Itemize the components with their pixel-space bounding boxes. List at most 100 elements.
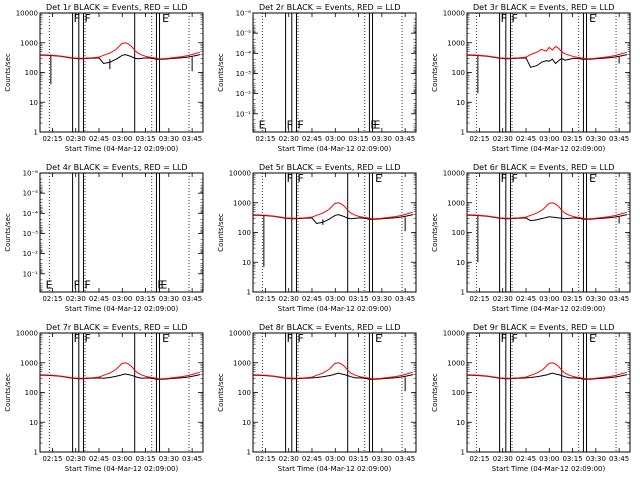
panel-9: Det 9r BLACK = Events, RED = LLD Counts/s… <box>431 323 631 473</box>
y-tick-label: 100 <box>25 69 38 77</box>
x-tick-label: 03:00 <box>112 135 132 143</box>
x-tick-label: 02:30 <box>279 455 299 463</box>
plot-frame <box>252 332 417 453</box>
y-tick-label: 10⁻⁵ <box>23 190 39 198</box>
y-tick-label: 1000 <box>233 199 251 207</box>
y-tick-label: 10000 <box>229 170 251 178</box>
y-tick-label: 10 <box>456 259 465 267</box>
y-tick-label: 100 <box>238 389 251 397</box>
flag-letter: F <box>501 12 507 25</box>
x-tick-label: 03:30 <box>372 135 392 143</box>
plot-frame <box>466 332 631 453</box>
flag-letter: E <box>374 119 381 132</box>
events-line <box>40 54 201 65</box>
x-tick-label: 03:30 <box>586 135 606 143</box>
flag-letter: E <box>157 279 164 292</box>
flag-letter: F <box>84 332 90 345</box>
y-axis-label: Counts/sec <box>4 213 12 252</box>
y-tick-label: 10⁻⁶ <box>236 10 252 18</box>
flag-letter: E <box>161 279 168 292</box>
lld-line <box>467 202 628 220</box>
y-tick-label: 10 <box>29 419 38 427</box>
y-tick-label: 100 <box>25 389 38 397</box>
y-tick-label: 10⁻² <box>23 250 39 258</box>
x-tick-label: 03:15 <box>562 455 582 463</box>
plot-frame <box>466 12 631 133</box>
y-tick-label: 1000 <box>447 359 465 367</box>
flag-letter: F <box>287 172 293 185</box>
x-tick-label: 02:30 <box>493 295 513 303</box>
x-tick-label: 02:15 <box>42 135 62 143</box>
x-tick-label: 03:00 <box>325 295 345 303</box>
y-tick-label: 1 <box>34 449 38 457</box>
flag-letter: E <box>589 332 596 345</box>
panel-title: Det 3r BLACK = Events, RED = LLD <box>473 3 615 12</box>
x-tick-label: 03:45 <box>609 295 629 303</box>
panel-3: Det 3r BLACK = Events, RED = LLD Counts/s… <box>431 3 631 153</box>
x-tick-label: 02:30 <box>66 135 86 143</box>
x-axis-label: Start Time (04-Mar-12 02:09:00) <box>492 305 606 313</box>
x-tick-label: 03:45 <box>182 295 202 303</box>
x-tick-label: 02:45 <box>516 455 536 463</box>
flag-letter: E <box>375 332 382 345</box>
x-tick-label: 03:15 <box>135 455 155 463</box>
y-tick-label: 1 <box>247 289 251 297</box>
y-tick-label: 10000 <box>229 330 251 338</box>
flag-letter: E <box>259 119 266 132</box>
panel-title: Det 7r BLACK = Events, RED = LLD <box>46 323 188 332</box>
x-tick-label: 02:45 <box>516 295 536 303</box>
x-tick-label: 03:00 <box>539 135 559 143</box>
y-tick-label: 1 <box>34 129 38 137</box>
events-line <box>253 214 414 225</box>
y-tick-label: 1 <box>461 289 465 297</box>
x-tick-label: 03:30 <box>159 455 179 463</box>
flag-letter: F <box>511 172 517 185</box>
x-tick-label: 03:15 <box>562 295 582 303</box>
flag-letter: E <box>370 119 377 132</box>
y-tick-label: 1000 <box>20 359 38 367</box>
y-tick-label: 1000 <box>447 199 465 207</box>
x-tick-label: 03:00 <box>325 455 345 463</box>
lld-line <box>253 362 414 380</box>
x-tick-label: 02:15 <box>469 455 489 463</box>
x-tick-label: 03:00 <box>325 135 345 143</box>
x-tick-label: 02:30 <box>66 295 86 303</box>
y-tick-label: 10⁻⁶ <box>23 170 39 178</box>
x-axis-label: Start Time (04-Mar-12 02:09:00) <box>278 305 392 313</box>
panel-title: Det 5r BLACK = Events, RED = LLD <box>259 163 401 172</box>
x-tick-label: 02:15 <box>469 135 489 143</box>
x-axis-label: Start Time (04-Mar-12 02:09:00) <box>65 465 179 473</box>
y-tick-label: 10⁻⁴ <box>236 50 252 58</box>
lld-line <box>467 45 628 60</box>
x-tick-label: 02:45 <box>89 455 109 463</box>
x-tick-label: 02:15 <box>42 295 62 303</box>
x-tick-label: 03:15 <box>348 295 368 303</box>
plot-frame <box>39 12 204 133</box>
x-tick-label: 03:30 <box>372 455 392 463</box>
lld-line <box>253 202 414 220</box>
x-axis-label: Start Time (04-Mar-12 02:09:00) <box>492 465 606 473</box>
x-tick-label: 03:00 <box>112 455 132 463</box>
flag-letter: F <box>84 12 90 25</box>
x-tick-label: 03:45 <box>609 135 629 143</box>
x-tick-label: 02:45 <box>302 135 322 143</box>
plot-frame <box>252 172 417 293</box>
y-tick-label: 10⁻¹ <box>23 270 39 278</box>
flag-letter: E <box>162 12 169 25</box>
y-tick-label: 10 <box>242 419 251 427</box>
x-axis-label: Start Time (04-Mar-12 02:09:00) <box>65 145 179 153</box>
y-tick-label: 1 <box>247 449 251 457</box>
flag-letter: F <box>297 119 303 132</box>
x-tick-label: 03:45 <box>395 455 415 463</box>
x-tick-label: 03:15 <box>135 135 155 143</box>
x-tick-label: 03:45 <box>395 135 415 143</box>
x-tick-label: 02:30 <box>279 135 299 143</box>
y-tick-label: 10 <box>242 259 251 267</box>
panel-title: Det 1r BLACK = Events, RED = LLD <box>46 3 188 12</box>
flag-letter: F <box>297 332 303 345</box>
flag-letter: F <box>501 332 507 345</box>
x-tick-label: 02:30 <box>66 455 86 463</box>
y-tick-label: 100 <box>238 229 251 237</box>
x-tick-label: 02:45 <box>89 295 109 303</box>
y-tick-label: 10000 <box>443 10 465 18</box>
